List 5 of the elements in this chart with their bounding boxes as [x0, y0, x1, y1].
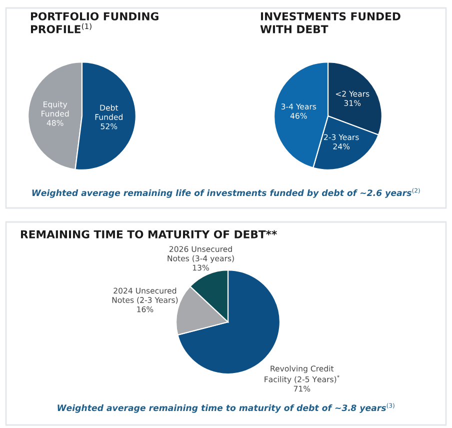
text: Weighted average remaining life of investments funded by debt of ~2.6 years$^{(2)}$	[32, 188, 420, 198]
chart-title: INVESTMENTS FUNDED WITH DEBT	[260, 12, 400, 34]
chart-title: PORTFOLIO FUNDING PROFILE$^{(1)}$	[30, 12, 158, 34]
chart-title: REMAINING TIME TO MATURITY OF DEBT**	[20, 230, 277, 238]
text: Weighted average remaining time to maturity of debt of ~3.8 years$^{(3)}$	[58, 403, 394, 413]
